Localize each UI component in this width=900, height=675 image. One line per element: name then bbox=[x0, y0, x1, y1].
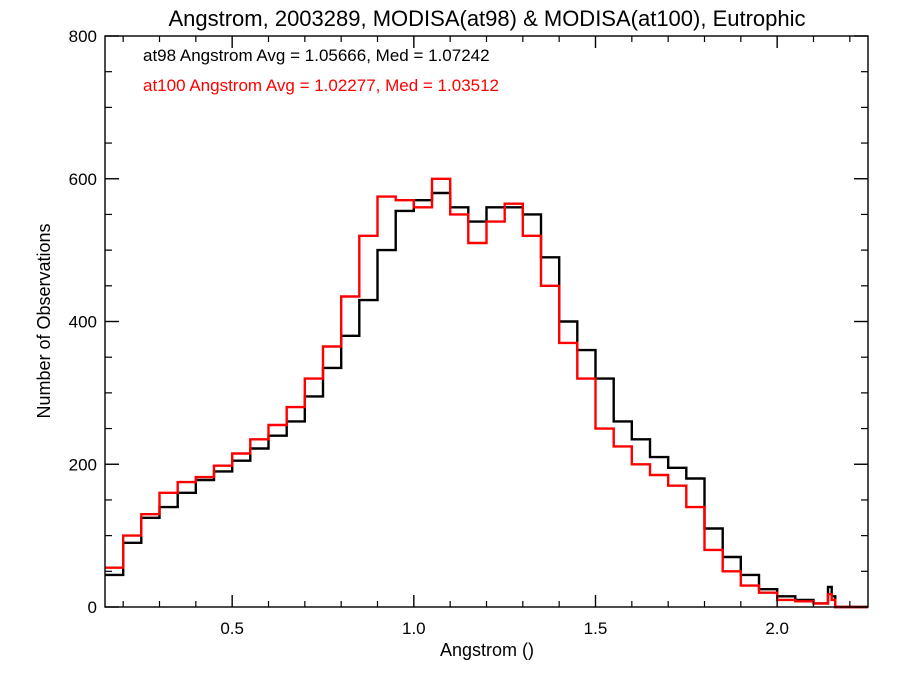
series-2-line bbox=[105, 177, 868, 609]
x-axis: 0.5 1.0 1.5 2.0 bbox=[122, 36, 851, 638]
series-1-line bbox=[105, 191, 868, 609]
y-tick-label: 600 bbox=[69, 170, 97, 189]
x-tick-label: 2.0 bbox=[765, 619, 789, 638]
chart-title: Angstrom, 2003289, MODISA(at98) & MODISA… bbox=[168, 6, 805, 31]
y-tick-label: 800 bbox=[69, 27, 97, 46]
annotation-2: at100 Angstrom Avg = 1.02277, Med = 1.03… bbox=[143, 76, 499, 95]
x-tick-label: 1.0 bbox=[402, 619, 426, 638]
plot-frame bbox=[104, 35, 869, 608]
x-tick-label: 0.5 bbox=[220, 619, 244, 638]
y-tick-label: 400 bbox=[69, 313, 97, 332]
x-axis-label: Angstrom () bbox=[440, 640, 534, 660]
y-axis: 0 200 400 600 800 bbox=[69, 27, 868, 617]
annotation-1: at98 Angstrom Avg = 1.05666, Med = 1.072… bbox=[143, 46, 490, 65]
y-tick-label: 0 bbox=[88, 598, 97, 617]
x-tick-label: 1.5 bbox=[584, 619, 608, 638]
y-axis-label: Number of Observations bbox=[34, 223, 54, 418]
y-tick-label: 200 bbox=[69, 455, 97, 474]
annotations: at98 Angstrom Avg = 1.05666, Med = 1.072… bbox=[143, 46, 499, 95]
series-layer bbox=[105, 177, 868, 609]
